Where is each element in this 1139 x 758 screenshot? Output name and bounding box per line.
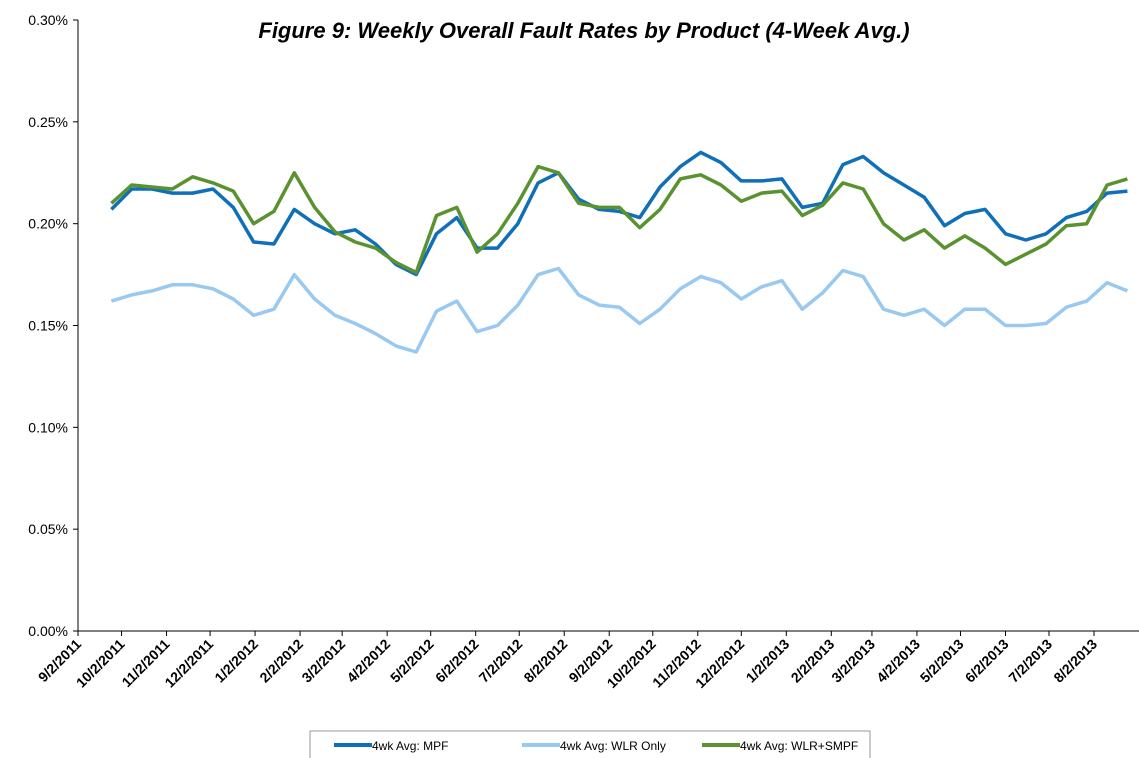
legend-box [309, 730, 871, 758]
x-tick-label: 1/2/2012 [211, 636, 261, 686]
y-tick-label: 0.00% [28, 623, 68, 639]
y-tick-label: 0.30% [28, 12, 68, 28]
chart-title: Figure 9: Weekly Overall Fault Rates by … [258, 18, 909, 43]
x-tick-label: 3/2/2012 [298, 636, 348, 686]
x-tick-label: 1/2/2013 [743, 636, 793, 686]
y-tick-label: 0.05% [28, 521, 68, 537]
x-tick-label: 5/2/2012 [387, 636, 437, 686]
x-tick-label: 5/2/2013 [917, 636, 967, 686]
x-tick-label: 7/2/2012 [476, 636, 526, 686]
x-tick-label: 12/2/2011 [161, 636, 216, 691]
series-line [110, 164, 1128, 275]
y-tick-label: 0.20% [28, 216, 68, 232]
x-tick-label: 4/2/2012 [343, 636, 393, 686]
x-tick-label: 10/2/2011 [73, 636, 128, 691]
legend-label: 4wk Avg: WLR Only [560, 739, 666, 753]
x-tick-label: 4/2/2013 [873, 636, 923, 686]
x-tick-label: 3/2/2013 [828, 636, 878, 686]
x-tick-label: 2/2/2013 [788, 636, 838, 686]
legend-label: 4wk Avg: WLR+SMPF [740, 739, 858, 753]
x-tick-label: 6/2/2013 [962, 636, 1012, 686]
y-tick-label: 0.15% [28, 318, 68, 334]
x-tick-label: 8/2/2013 [1050, 636, 1100, 686]
x-tick-label: 7/2/2013 [1005, 636, 1055, 686]
y-tick-label: 0.10% [28, 419, 68, 435]
legend-label: 4wk Avg: MPF [372, 739, 448, 753]
y-tick-label: 0.25% [28, 114, 68, 130]
series-line [110, 266, 1129, 354]
series-line [110, 150, 1128, 277]
x-tick-label: 2/2/2012 [256, 636, 306, 686]
x-tick-label: 8/2/2012 [521, 636, 571, 686]
x-tick-label: 6/2/2012 [432, 636, 482, 686]
legend: 4wk Avg: MPF 4wk Avg: WLR Only 4wk Avg: WL… [309, 730, 871, 758]
